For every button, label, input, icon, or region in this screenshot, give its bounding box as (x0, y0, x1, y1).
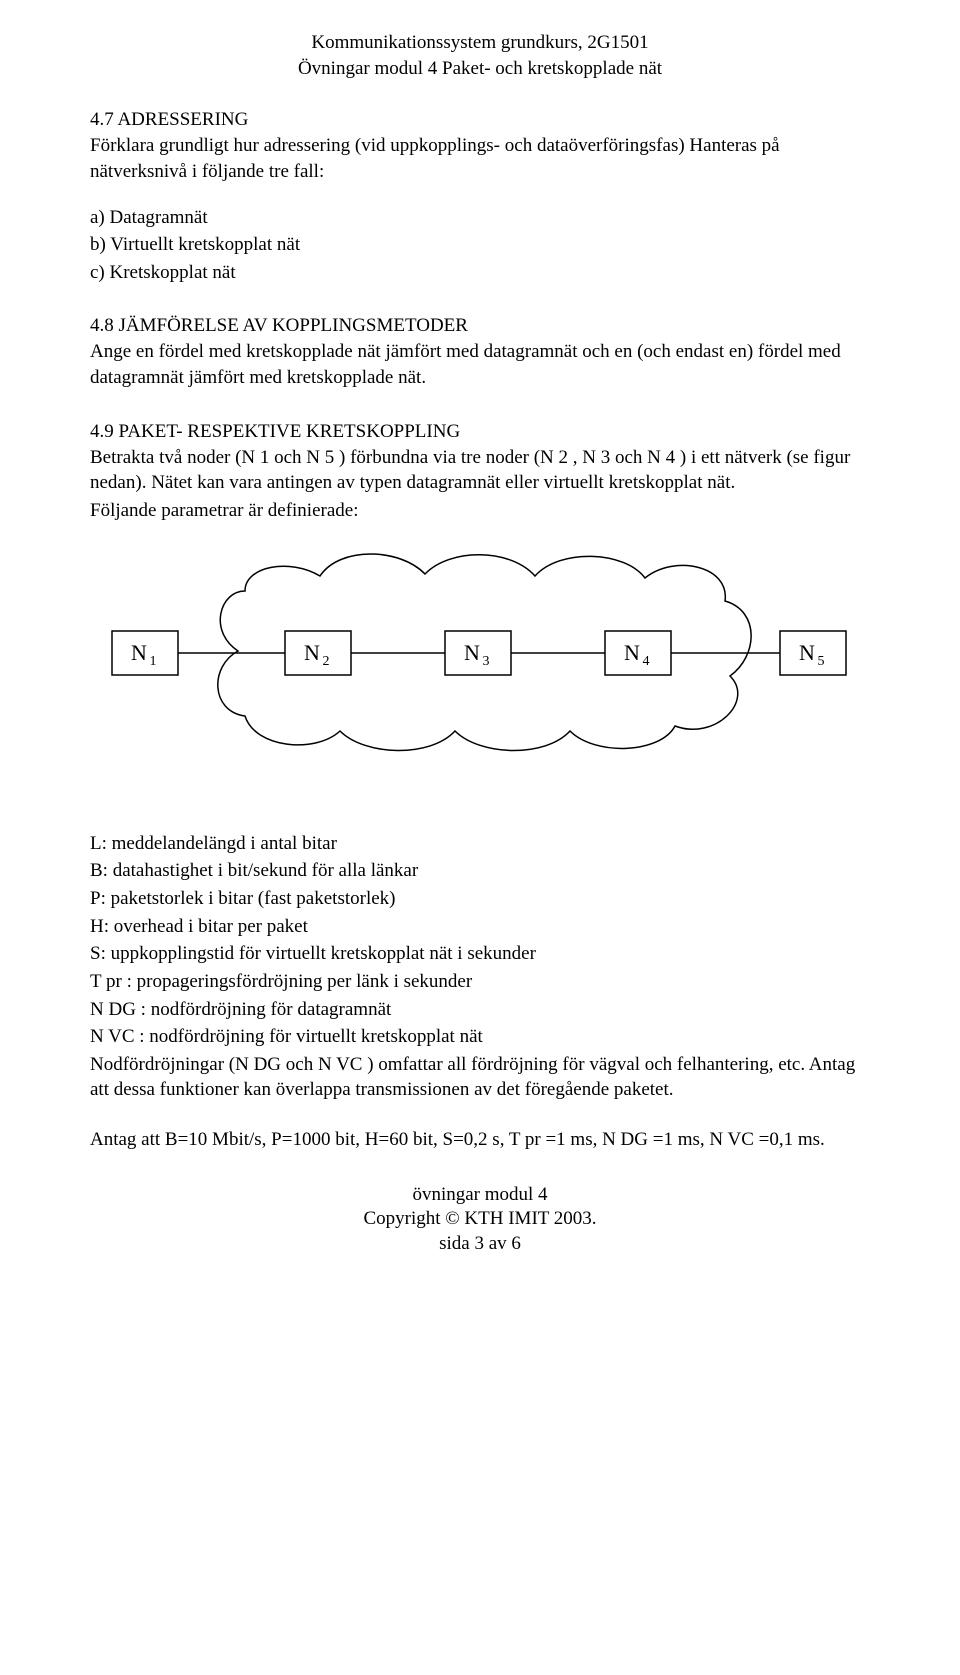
q47-b: b) Virtuellt kretskopplat nät (90, 232, 870, 258)
svg-text:2: 2 (323, 654, 330, 669)
question-4-8: 4.8 JÄMFÖRELSE AV KOPPLINGSMETODER Ange … (90, 315, 870, 390)
network-diagram: N1N2N3N4N5 (90, 536, 870, 781)
question-4-7: 4.7 ADRESSERING Förklara grundligt hur a… (90, 109, 870, 285)
q48-title: 4.8 JÄMFÖRELSE AV KOPPLINGSMETODER (90, 315, 870, 337)
def-tail: Nodfördröjningar (N DG och N VC ) omfatt… (90, 1052, 870, 1103)
svg-text:N: N (131, 640, 147, 665)
footer-l3b: av (484, 1233, 511, 1254)
svg-text:N: N (799, 640, 815, 665)
page: Kommunikationssystem grundkurs, 2G1501 Ö… (90, 0, 870, 1277)
q47-title: 4.7 ADRESSERING (90, 109, 870, 131)
q49-assume: Antag att B=10 Mbit/s, P=1000 bit, H=60 … (90, 1127, 870, 1153)
def-NDG: N DG : nodfördröjning för datagramnät (90, 997, 870, 1023)
svg-text:N: N (464, 640, 480, 665)
q47-c: c) Kretskopplat nät (90, 260, 870, 286)
def-H: H: overhead i bitar per paket (90, 914, 870, 940)
def-NVC: N VC : nodfördröjning för virtuellt kret… (90, 1024, 870, 1050)
header-line-1: Kommunikationssystem grundkurs, 2G1501 (90, 30, 870, 56)
footer-l3a: sida (439, 1233, 474, 1254)
q49-intro1: Betrakta två noder (N 1 och N 5 ) förbun… (90, 445, 870, 496)
footer-line-3: sida 3 av 6 (90, 1232, 870, 1257)
svg-text:5: 5 (818, 654, 825, 669)
footer-line-2: Copyright © KTH IMIT 2003. (90, 1207, 870, 1232)
footer-total: 6 (511, 1233, 521, 1254)
footer-line-1: övningar modul 4 (90, 1183, 870, 1208)
q47-intro: Förklara grundligt hur adressering (vid … (90, 133, 870, 184)
svg-text:1: 1 (150, 654, 157, 669)
page-footer: övningar modul 4 Copyright © KTH IMIT 20… (90, 1183, 870, 1257)
def-S: S: uppkopplingstid för virtuellt kretsko… (90, 941, 870, 967)
def-B: B: datahastighet i bit/sekund för alla l… (90, 858, 870, 884)
svg-text:3: 3 (483, 654, 490, 669)
def-L: L: meddelandelängd i antal bitar (90, 831, 870, 857)
page-header: Kommunikationssystem grundkurs, 2G1501 Ö… (90, 30, 870, 81)
def-P: P: paketstorlek i bitar (fast paketstorl… (90, 886, 870, 912)
header-line-2: Övningar modul 4 Paket- och kretskopplad… (90, 56, 870, 82)
q49-title: 4.9 PAKET- RESPEKTIVE KRETSKOPPLING (90, 421, 870, 443)
svg-text:4: 4 (643, 654, 650, 669)
svg-text:N: N (304, 640, 320, 665)
q49-intro2: Följande parametrar är definierade: (90, 498, 870, 524)
footer-page: 3 (474, 1233, 484, 1254)
network-diagram-svg: N1N2N3N4N5 (90, 536, 870, 776)
def-Tpr: T pr : propageringsfördröjning per länk … (90, 969, 870, 995)
q47-a: a) Datagramnät (90, 205, 870, 231)
question-4-9: 4.9 PAKET- RESPEKTIVE KRETSKOPPLING Betr… (90, 421, 870, 1153)
q48-body: Ange en fördel med kretskopplade nät jäm… (90, 339, 870, 390)
svg-text:N: N (624, 640, 640, 665)
